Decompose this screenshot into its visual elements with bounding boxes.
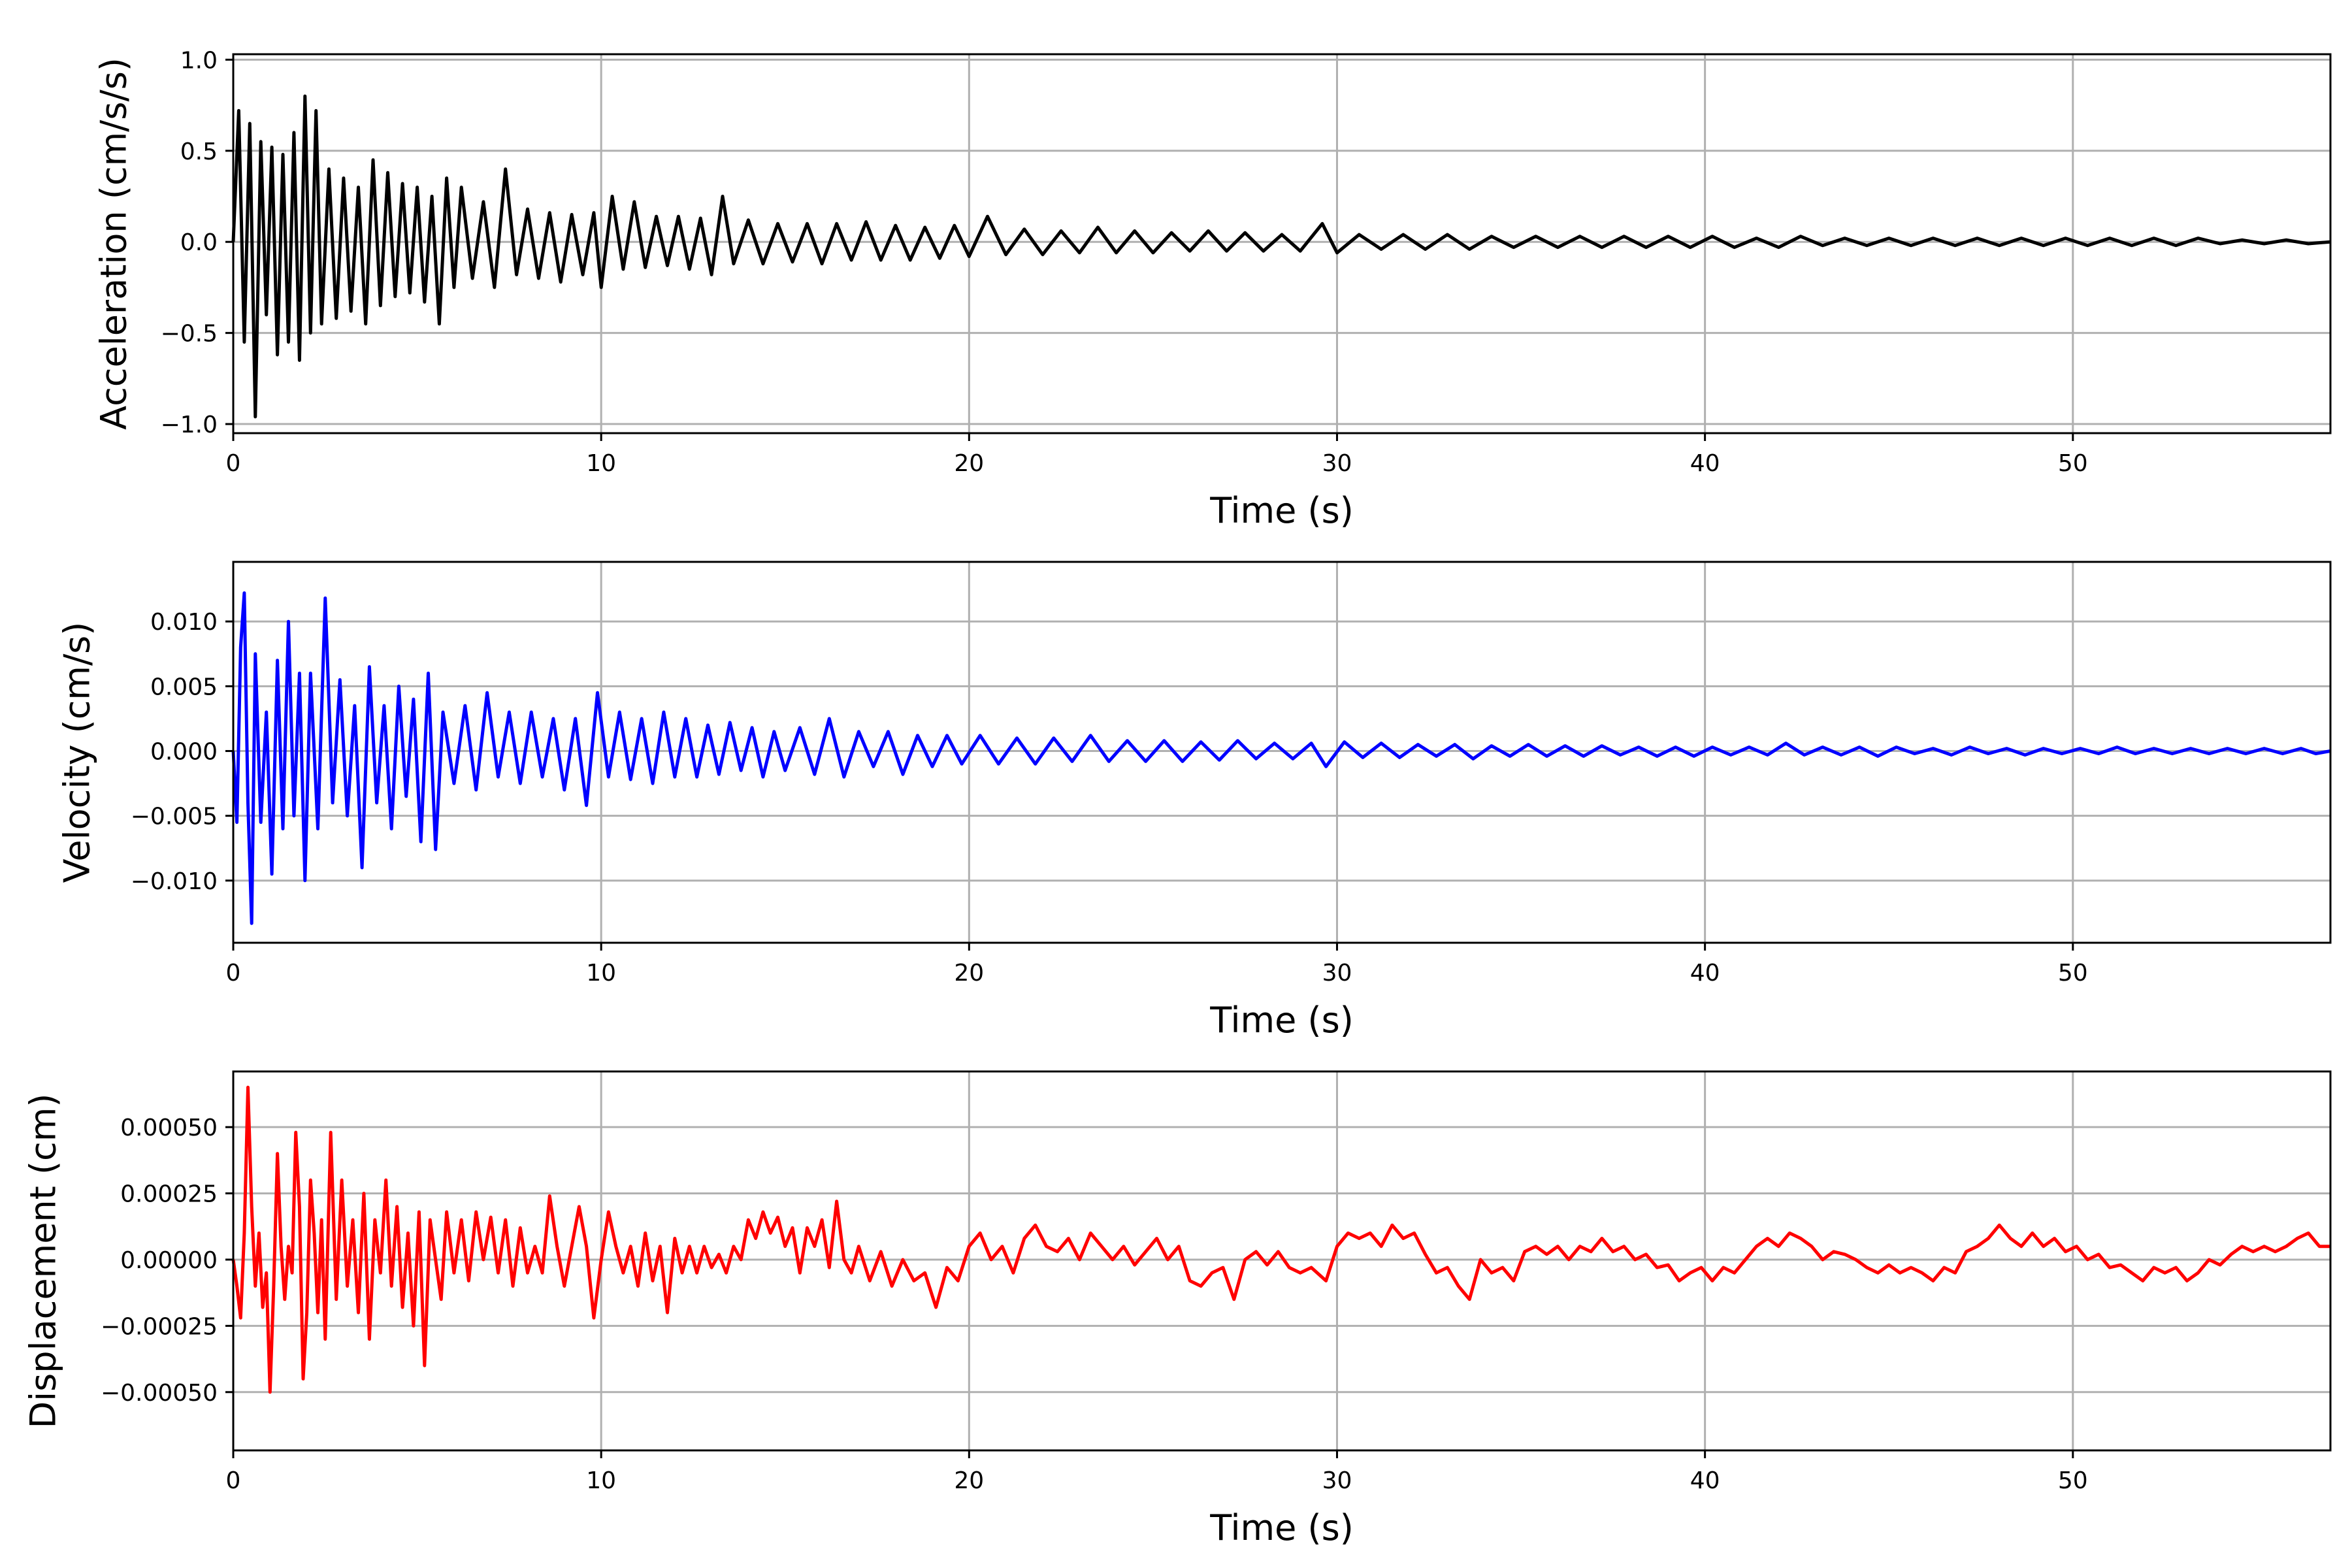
displacement-y-tick-label: 0.00050 bbox=[120, 1115, 218, 1141]
acceleration-x-tick-label: 20 bbox=[954, 450, 984, 477]
acceleration-series-line bbox=[231, 94, 2331, 419]
velocity-x-tick-label: 20 bbox=[954, 960, 984, 987]
displacement-x-axis-label: Time (s) bbox=[1209, 1507, 1354, 1548]
displacement-series-line bbox=[231, 1085, 2330, 1394]
displacement-x-tick-label: 30 bbox=[1322, 1467, 1352, 1494]
velocity-x-tick-label: 0 bbox=[226, 960, 241, 987]
velocity-x-tick-label: 10 bbox=[586, 960, 616, 987]
displacement-ticks: 0 10 20 30 40 50 −0.00050 −0.00025 0.00000 0.0002… bbox=[101, 1115, 2088, 1494]
velocity-y-axis-label: Velocity (cm/s) bbox=[57, 622, 98, 883]
acceleration-x-tick-label: 0 bbox=[226, 450, 241, 477]
acceleration-ticks: 0 10 20 30 40 50 −1.0 −0.5 0.0 0.5 1.0 bbox=[161, 47, 2088, 477]
displacement-panel: 0 10 20 30 40 50 −0.00050 −0.00025 0.00000 0.0002… bbox=[23, 1070, 2332, 1548]
acceleration-panel: 0 10 20 30 40 50 −1.0 −0.5 0.0 0.5 1.0 Time (s) Ac… bbox=[93, 47, 2332, 531]
velocity-y-tick-label: −0.010 bbox=[131, 868, 218, 895]
acceleration-y-tick-label: 0.0 bbox=[180, 229, 218, 256]
velocity-y-tick-label: 0.010 bbox=[150, 609, 218, 636]
displacement-x-tick-label: 50 bbox=[2058, 1467, 2088, 1494]
displacement-y-tick-label: 0.00025 bbox=[120, 1181, 218, 1208]
velocity-y-tick-label: −0.005 bbox=[131, 804, 218, 830]
acceleration-x-tick-label: 10 bbox=[586, 450, 616, 477]
acceleration-y-tick-label: 1.0 bbox=[180, 47, 218, 74]
acceleration-grid bbox=[232, 54, 2330, 433]
displacement-x-tick-label: 40 bbox=[1690, 1467, 1720, 1494]
displacement-x-tick-label: 10 bbox=[586, 1467, 616, 1494]
velocity-y-tick-label: 0.000 bbox=[150, 739, 218, 766]
acceleration-x-tick-label: 30 bbox=[1322, 450, 1352, 477]
displacement-x-tick-label: 0 bbox=[226, 1467, 241, 1494]
acceleration-y-tick-label: 0.5 bbox=[180, 139, 218, 165]
displacement-y-tick-label: −0.00050 bbox=[101, 1380, 218, 1407]
displacement-axes-frame bbox=[232, 1070, 2332, 1452]
acceleration-y-tick-label: −0.5 bbox=[161, 321, 218, 348]
acceleration-y-tick-label: −1.0 bbox=[161, 412, 218, 438]
acceleration-x-tick-label: 40 bbox=[1690, 450, 1720, 477]
displacement-x-tick-label: 20 bbox=[954, 1467, 984, 1494]
velocity-y-tick-label: 0.005 bbox=[150, 674, 218, 700]
acceleration-axes-frame bbox=[232, 53, 2332, 434]
displacement-y-tick-label: −0.00025 bbox=[101, 1313, 218, 1340]
displacement-grid bbox=[232, 1071, 2330, 1450]
acceleration-x-axis-label: Time (s) bbox=[1209, 490, 1354, 531]
velocity-ticks: 0 10 20 30 40 50 −0.010 −0.005 0.000 0.005 0.010 bbox=[131, 609, 2088, 987]
velocity-x-tick-label: 40 bbox=[1690, 960, 1720, 987]
velocity-panel: 0 10 20 30 40 50 −0.010 −0.005 0.000 0.005 0.010 T… bbox=[57, 561, 2332, 1041]
velocity-axes-frame bbox=[232, 561, 2332, 944]
velocity-series-line bbox=[231, 591, 2331, 925]
displacement-y-tick-label: 0.00000 bbox=[120, 1247, 218, 1274]
acceleration-y-axis-label: Acceleration (cm/s/s) bbox=[93, 57, 135, 430]
velocity-x-tick-label: 50 bbox=[2058, 960, 2088, 987]
velocity-x-axis-label: Time (s) bbox=[1209, 1000, 1354, 1041]
velocity-x-tick-label: 30 bbox=[1322, 960, 1352, 987]
displacement-y-axis-label: Displacement (cm) bbox=[23, 1094, 64, 1429]
acceleration-x-tick-label: 50 bbox=[2058, 450, 2088, 477]
